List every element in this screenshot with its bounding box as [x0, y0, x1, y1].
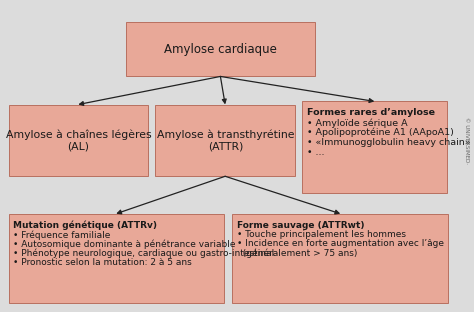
- Text: (généralement > 75 ans): (généralement > 75 ans): [237, 249, 357, 258]
- Text: • Amyloïde sérique A: • Amyloïde sérique A: [307, 118, 408, 128]
- Text: • Phénotype neurologique, cardiaque ou gastro-intestinal: • Phénotype neurologique, cardiaque ou g…: [13, 249, 274, 258]
- Text: Mutation génétique (ATTRv): Mutation génétique (ATTRv): [13, 221, 157, 230]
- Text: • Touche principalement les hommes: • Touche principalement les hommes: [237, 230, 406, 239]
- FancyBboxPatch shape: [155, 105, 295, 176]
- Text: • Apolipoprotéine A1 (AApoA1): • Apolipoprotéine A1 (AApoA1): [307, 128, 454, 138]
- FancyBboxPatch shape: [302, 101, 447, 193]
- Text: • Autosomique dominante à pénétrance variable: • Autosomique dominante à pénétrance var…: [13, 239, 236, 249]
- Text: • Fréquence familiale: • Fréquence familiale: [13, 230, 110, 240]
- FancyBboxPatch shape: [232, 214, 448, 303]
- Text: Forme sauvage (ATTRwt): Forme sauvage (ATTRwt): [237, 221, 365, 230]
- Text: Formes rares d’amylose: Formes rares d’amylose: [307, 108, 435, 117]
- FancyBboxPatch shape: [126, 22, 315, 76]
- Text: Amylose à transthyrétine: Amylose à transthyrétine: [156, 129, 294, 140]
- Text: • Incidence en forte augmentation avec l’âge: • Incidence en forte augmentation avec l…: [237, 239, 444, 248]
- Text: (AL): (AL): [67, 141, 90, 151]
- Text: Amylose à chaînes légères: Amylose à chaînes légères: [6, 129, 151, 140]
- FancyBboxPatch shape: [9, 105, 148, 176]
- Text: © UNIVERSIMED·: © UNIVERSIMED·: [465, 117, 469, 164]
- Text: • ...: • ...: [307, 148, 325, 157]
- Text: • Pronostic selon la mutation: 2 à 5 ans: • Pronostic selon la mutation: 2 à 5 ans: [13, 258, 192, 267]
- Text: (ATTR): (ATTR): [208, 141, 243, 151]
- Text: • «Immunogglobulin heavy chain»: • «Immunogglobulin heavy chain»: [307, 138, 471, 147]
- Text: Amylose cardiaque: Amylose cardiaque: [164, 43, 277, 56]
- FancyBboxPatch shape: [9, 214, 224, 303]
